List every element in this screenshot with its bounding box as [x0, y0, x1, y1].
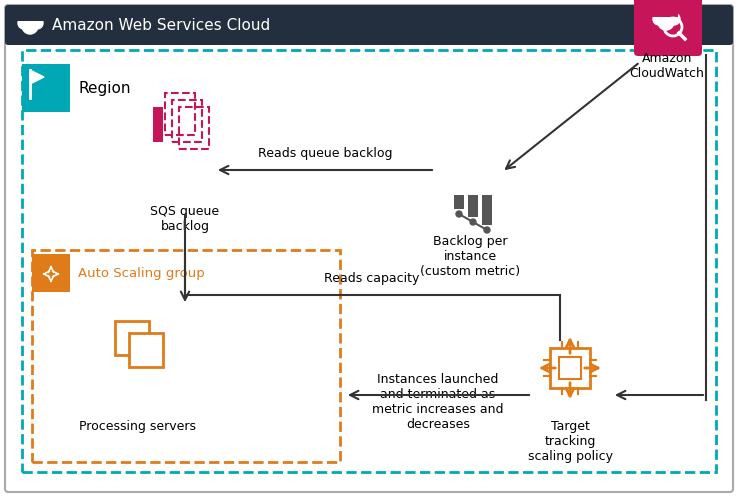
Circle shape [22, 18, 38, 34]
Circle shape [18, 17, 30, 29]
FancyBboxPatch shape [5, 5, 733, 492]
Circle shape [31, 17, 43, 29]
Bar [482, 195, 492, 225]
Bar [115, 321, 149, 355]
Text: Amazon
CloudWatch: Amazon CloudWatch [630, 52, 705, 80]
Circle shape [653, 13, 665, 25]
Text: Instances launched
and terminated as
metric increases and
decreases: Instances launched and terminated as met… [372, 373, 504, 431]
FancyBboxPatch shape [634, 0, 702, 56]
Text: Processing servers: Processing servers [78, 420, 196, 433]
FancyBboxPatch shape [5, 5, 733, 45]
Bar [153, 107, 163, 142]
Bar [559, 357, 581, 379]
Bar [550, 348, 590, 388]
Text: SQS queue
backlog: SQS queue backlog [151, 205, 220, 233]
Text: Backlog per
instance
(custom metric): Backlog per instance (custom metric) [420, 235, 520, 278]
Bar [22, 64, 70, 112]
Bar [468, 195, 478, 217]
Bar [129, 333, 163, 367]
Text: Auto Scaling group: Auto Scaling group [78, 267, 204, 280]
Text: Reads queue backlog: Reads queue backlog [258, 147, 393, 160]
Circle shape [484, 227, 490, 233]
Bar [165, 93, 195, 135]
Circle shape [661, 9, 671, 19]
Circle shape [668, 13, 680, 25]
Bar [32, 250, 340, 462]
Text: Region: Region [78, 81, 131, 95]
Bar [22, 50, 716, 472]
Circle shape [658, 14, 674, 30]
Bar [32, 254, 70, 292]
Text: Amazon Web Services Cloud: Amazon Web Services Cloud [52, 17, 270, 32]
Text: Reads capacity: Reads capacity [324, 272, 420, 285]
Circle shape [25, 14, 35, 24]
Bar [454, 195, 464, 209]
Circle shape [470, 219, 476, 225]
Circle shape [456, 211, 462, 217]
Bar [8, 8, 730, 42]
Bar [179, 107, 209, 149]
Polygon shape [30, 70, 44, 84]
Text: Target
tracking
scaling policy: Target tracking scaling policy [528, 420, 613, 463]
Bar [16, 13, 44, 21]
Bar [652, 7, 678, 17]
Bar [172, 100, 202, 142]
